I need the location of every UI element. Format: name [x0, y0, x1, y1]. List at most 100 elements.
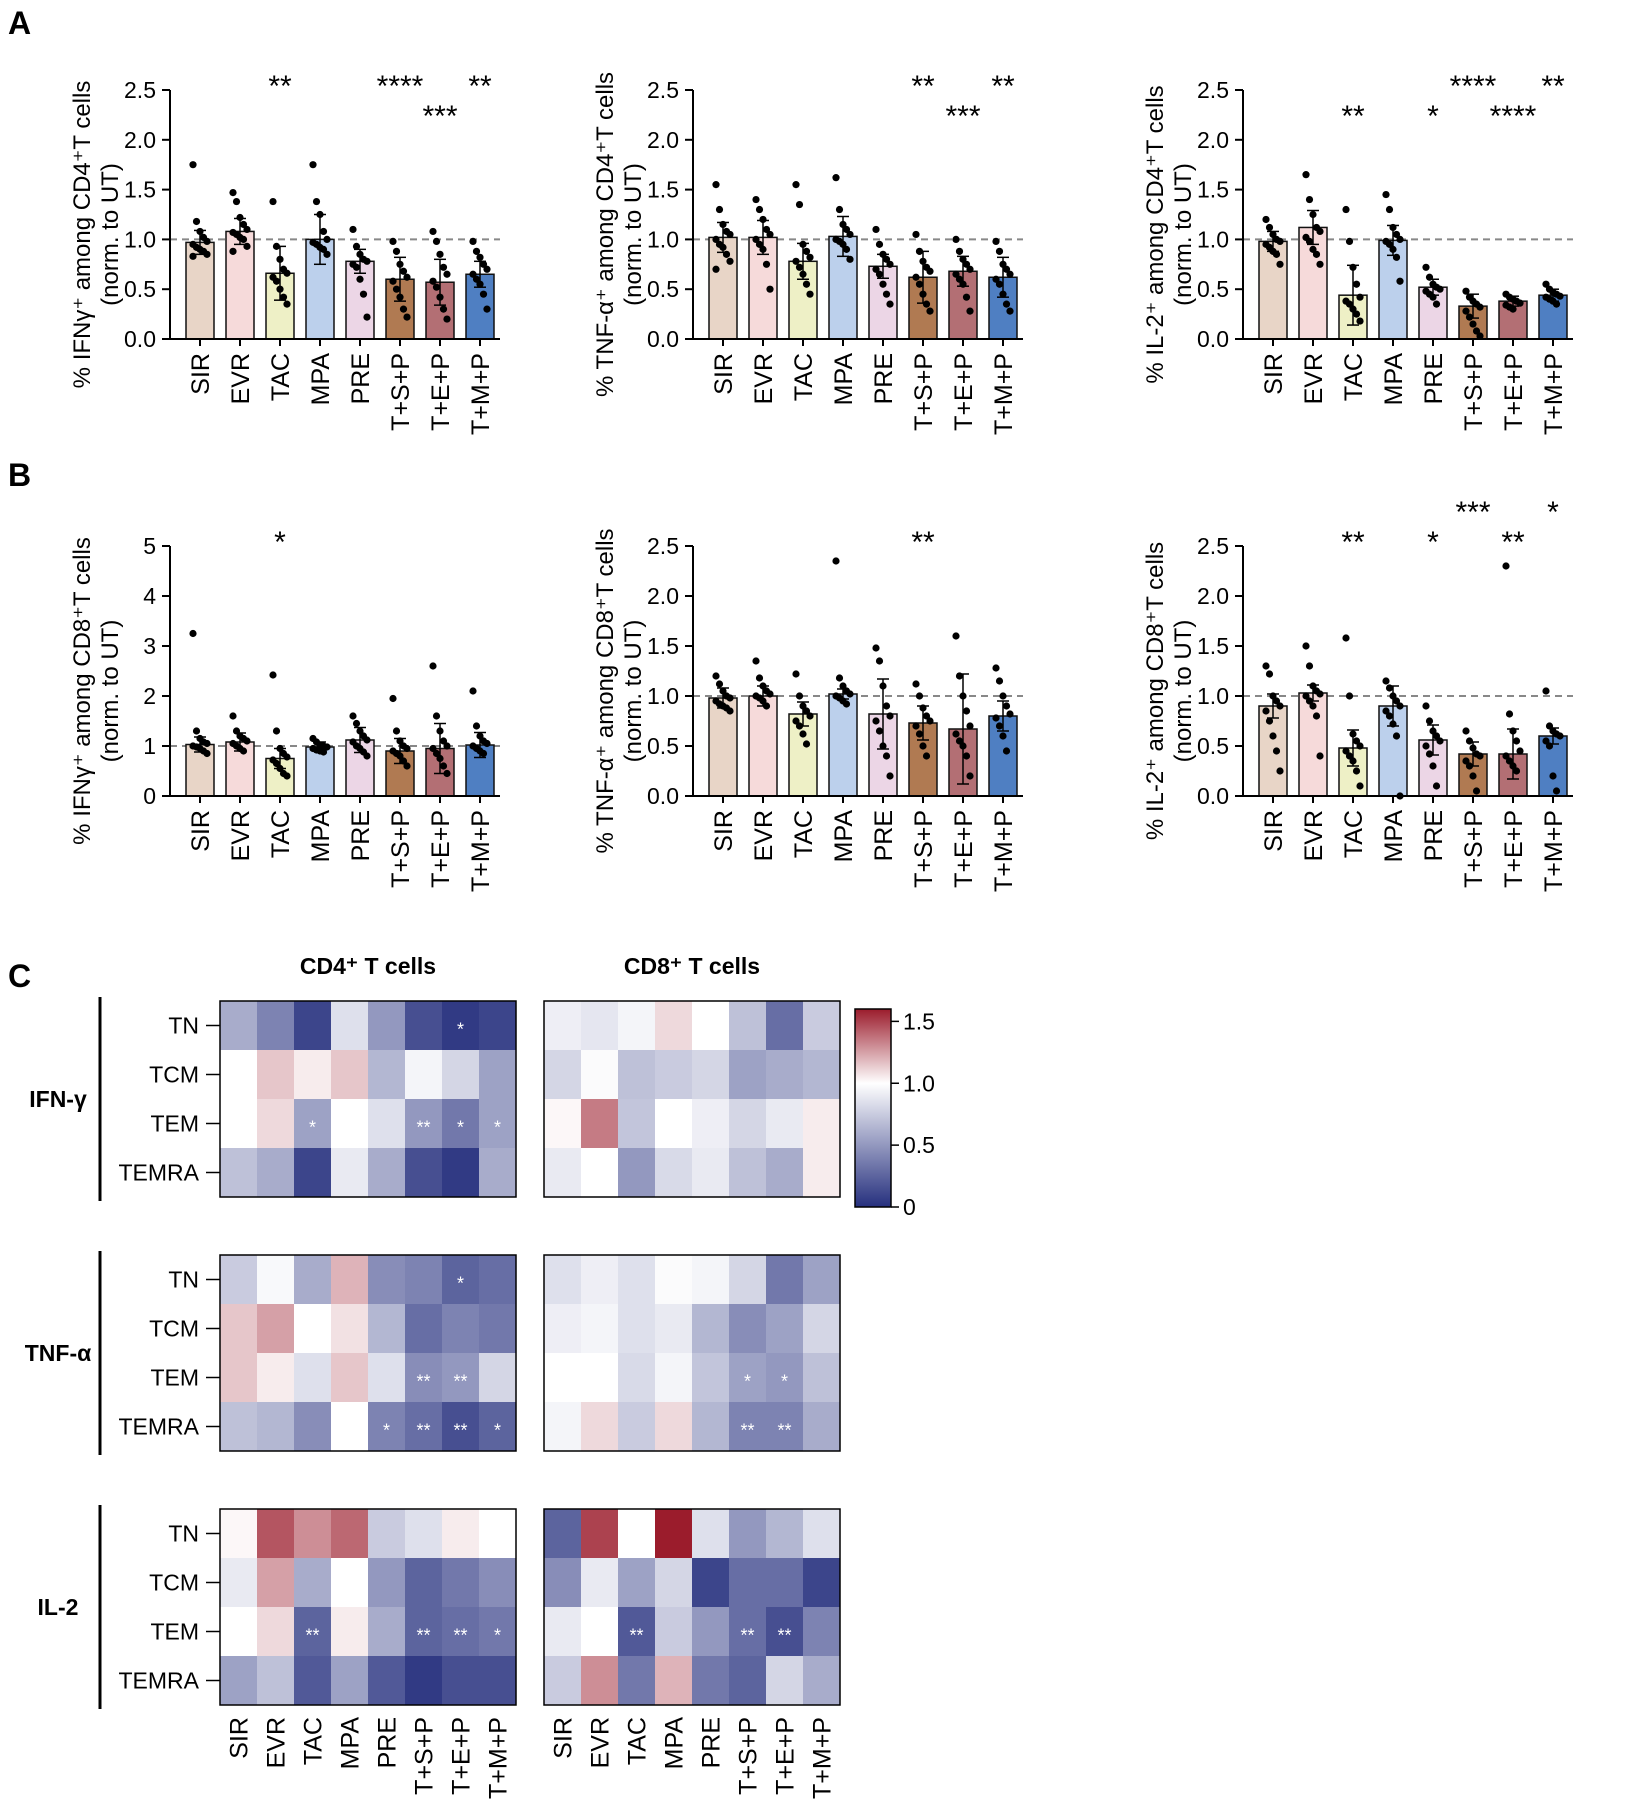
- heatmap-significance: *: [457, 1118, 464, 1138]
- heatmap-cell: [331, 1656, 369, 1706]
- data-point: [1556, 292, 1564, 300]
- heatmap-column-label: EVR: [587, 1717, 615, 1768]
- data-point: [1502, 752, 1510, 760]
- heatmap-cell: [803, 1607, 841, 1657]
- data-point: [926, 717, 934, 725]
- data-point: [1316, 690, 1324, 698]
- data-point: [962, 293, 971, 301]
- data-point: [203, 250, 211, 258]
- significance-marker: *: [1427, 100, 1439, 133]
- heatmap-cell: [331, 1001, 369, 1051]
- data-point: [1265, 670, 1274, 678]
- data-point: [872, 717, 880, 725]
- heatmap-cell: [442, 1050, 480, 1100]
- data-point: [1422, 263, 1430, 271]
- heatmap-cell: [220, 1050, 258, 1100]
- heatmap-cell: [331, 1148, 369, 1198]
- heatmap-cell: [618, 1255, 656, 1305]
- x-tick-label: T+S+P: [910, 810, 938, 888]
- data-point: [1462, 287, 1470, 295]
- data-point: [962, 752, 971, 760]
- heatmap-cell: [729, 1558, 767, 1608]
- heatmap-cell: [729, 1050, 767, 1100]
- heatmap-cell: [618, 1607, 656, 1657]
- data-point: [1542, 280, 1550, 288]
- heatmap-cell: [220, 1148, 258, 1198]
- data-point: [882, 290, 891, 298]
- y-axis-title: % TNF-α⁺ among CD4⁺T cells: [592, 72, 619, 397]
- bar-chart: 0.0 0.5 1.0 1.5 2.0 2.5 SIR EVR TAC MPA PRE T+S+P T+…: [592, 70, 1023, 435]
- data-point: [323, 235, 331, 243]
- significance-marker: **: [1341, 526, 1365, 559]
- significance-marker: **: [911, 526, 935, 559]
- heatmap-significance: *: [457, 1274, 464, 1294]
- heatmap-column-label: TAC: [624, 1717, 652, 1765]
- x-tick-label: T+M+P: [990, 810, 1018, 892]
- heatmap-cell: [479, 1402, 517, 1452]
- heatmap-column-label: MPA: [337, 1717, 365, 1770]
- data-point: [766, 230, 774, 239]
- data-point: [872, 644, 880, 652]
- data-point: [1342, 747, 1350, 755]
- data-point: [1309, 702, 1317, 710]
- data-point: [1265, 223, 1274, 232]
- x-tick-label: MPA: [830, 353, 858, 406]
- heatmap-cell: [729, 1304, 767, 1354]
- data-point: [1392, 230, 1401, 239]
- data-point: [842, 700, 851, 708]
- heatmap-cell: [479, 1656, 517, 1706]
- heatmap-row-label: TCM: [149, 1062, 199, 1088]
- heatmap-cell: [331, 1255, 369, 1305]
- data-point: [1552, 300, 1561, 308]
- heatmap-column-label: SIR: [550, 1717, 578, 1759]
- heatmap-cell: [655, 1656, 693, 1706]
- data-point: [846, 255, 854, 263]
- heatmap-cell: [766, 1656, 804, 1706]
- heatmap-cell: [655, 1304, 693, 1354]
- data-point: [1272, 250, 1281, 258]
- data-point: [995, 677, 1004, 685]
- data-point: [476, 253, 484, 261]
- heatmap-cell: [479, 1509, 517, 1559]
- data-point: [886, 712, 894, 720]
- data-point: [992, 664, 1000, 672]
- data-point: [443, 769, 451, 778]
- data-point: [806, 253, 814, 261]
- data-point: [912, 680, 920, 688]
- data-point: [479, 260, 488, 268]
- data-point: [1516, 747, 1524, 755]
- data-point: [432, 283, 441, 291]
- heatmap-cell: [257, 1607, 295, 1657]
- colorbar: [854, 1008, 892, 1208]
- x-tick-label: T+M+P: [1540, 810, 1568, 892]
- y-tick-label: 0.0: [1197, 326, 1229, 352]
- data-point: [323, 250, 331, 258]
- heatmap-cell: [257, 1001, 295, 1051]
- data-point: [319, 227, 328, 236]
- data-point: [1462, 757, 1470, 765]
- y-tick-label: 2.5: [647, 77, 679, 103]
- heatmap-cell: [294, 1148, 332, 1198]
- heatmap-significance: **: [453, 1626, 467, 1646]
- heatmap-cell: [618, 1402, 656, 1452]
- heatmap-cell: [581, 1509, 619, 1559]
- data-point: [429, 744, 437, 753]
- heatmap-cell: [220, 1001, 258, 1051]
- heatmap-cell: [294, 1255, 332, 1305]
- data-point: [882, 255, 891, 263]
- heatmap-cell: [294, 1558, 332, 1608]
- significance-marker: *: [1427, 526, 1439, 559]
- data-point: [1392, 697, 1401, 705]
- data-point: [1396, 702, 1404, 710]
- heatmap-significance: *: [494, 1626, 501, 1646]
- heatmap-cell: [405, 1402, 443, 1452]
- y-tick-label: 2.0: [1197, 127, 1229, 153]
- y-tick-label: 0.0: [1197, 783, 1229, 809]
- y-tick-label: 2.5: [124, 77, 156, 103]
- data-point: [875, 270, 884, 278]
- x-tick-label: EVR: [227, 810, 255, 861]
- data-point: [1429, 762, 1437, 770]
